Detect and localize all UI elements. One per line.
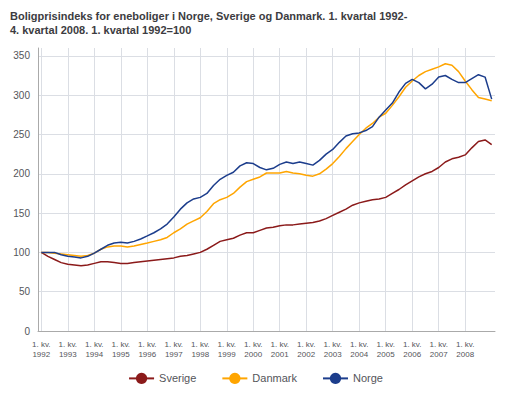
svg-text:1. kv.: 1. kv. [217, 340, 236, 349]
svg-text:1. kv.: 1. kv. [323, 340, 342, 349]
svg-text:2003: 2003 [324, 350, 342, 359]
svg-text:1. kv.: 1. kv. [112, 340, 131, 349]
svg-text:0: 0 [24, 326, 30, 337]
svg-text:1998: 1998 [191, 350, 209, 359]
svg-text:1. kv.: 1. kv. [403, 340, 422, 349]
svg-text:1. kv.: 1. kv. [270, 340, 289, 349]
svg-text:100: 100 [13, 247, 30, 258]
svg-text:1. kv.: 1. kv. [244, 340, 263, 349]
svg-text:2005: 2005 [377, 350, 395, 359]
svg-text:1. kv.: 1. kv. [191, 340, 210, 349]
svg-text:1. kv.: 1. kv. [59, 340, 78, 349]
svg-text:1999: 1999 [218, 350, 236, 359]
svg-text:1. kv.: 1. kv. [350, 340, 369, 349]
svg-text:1. kv.: 1. kv. [138, 340, 157, 349]
svg-text:1. kv.: 1. kv. [376, 340, 395, 349]
svg-text:Danmark: Danmark [252, 372, 297, 384]
svg-text:2006: 2006 [403, 350, 421, 359]
svg-text:2001: 2001 [271, 350, 289, 359]
svg-text:1. kv.: 1. kv. [85, 340, 104, 349]
svg-text:Norge: Norge [353, 372, 383, 384]
svg-text:300: 300 [13, 90, 30, 101]
svg-text:2002: 2002 [297, 350, 315, 359]
svg-text:150: 150 [13, 208, 30, 219]
svg-text:2004: 2004 [350, 350, 368, 359]
svg-text:1994: 1994 [85, 350, 103, 359]
svg-text:1. kv.: 1. kv. [165, 340, 184, 349]
svg-text:Sverige: Sverige [159, 372, 196, 384]
svg-text:1993: 1993 [59, 350, 77, 359]
svg-text:1996: 1996 [138, 350, 156, 359]
svg-text:2007: 2007 [430, 350, 448, 359]
svg-text:1995: 1995 [112, 350, 130, 359]
svg-text:1. kv.: 1. kv. [456, 340, 475, 349]
svg-text:2000: 2000 [244, 350, 262, 359]
svg-text:Boligprisindeks for eneboliger: Boligprisindeks for eneboliger i Norge, … [10, 10, 408, 22]
svg-text:1997: 1997 [165, 350, 183, 359]
svg-text:1. kv.: 1. kv. [297, 340, 316, 349]
svg-text:200: 200 [13, 168, 30, 179]
svg-text:250: 250 [13, 129, 30, 140]
svg-text:1992: 1992 [32, 350, 50, 359]
svg-text:50: 50 [19, 286, 31, 297]
svg-text:350: 350 [13, 50, 30, 61]
svg-text:1. kv.: 1. kv. [429, 340, 448, 349]
svg-text:4. kvartal 2008. 1. kvartal 19: 4. kvartal 2008. 1. kvartal 1992=100 [10, 24, 191, 36]
svg-text:1. kv.: 1. kv. [32, 340, 51, 349]
svg-text:2008: 2008 [456, 350, 474, 359]
